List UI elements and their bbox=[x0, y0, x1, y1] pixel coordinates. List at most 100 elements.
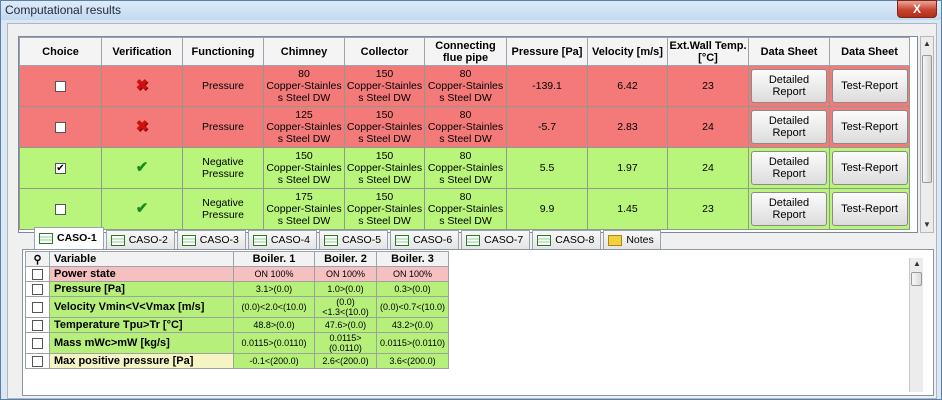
detailed-report-button[interactable]: Detailed Report bbox=[751, 151, 827, 185]
tab-label: CASO-1 bbox=[57, 232, 97, 244]
window-content: Choice Verification Functioning Chimney … bbox=[7, 23, 937, 399]
choice-checkbox[interactable]: ✔ bbox=[55, 162, 66, 174]
detailed-report-button[interactable]: Detailed Report bbox=[751, 69, 827, 103]
detailed-report-button[interactable]: Detailed Report bbox=[751, 192, 827, 226]
row-check-cell bbox=[25, 317, 50, 333]
test-cell: Test-Report bbox=[829, 147, 910, 189]
wall-temp-cell: 24 bbox=[667, 147, 749, 189]
header-wall-temp: Ext.Wall Temp. [°C] bbox=[667, 37, 749, 66]
test-report-button[interactable]: Test-Report bbox=[831, 110, 908, 144]
tab-label: CASO-3 bbox=[199, 233, 239, 246]
tab-caso-8[interactable]: CASO-8 bbox=[532, 230, 602, 249]
wall-temp-cell: 23 bbox=[667, 188, 749, 230]
list-icon bbox=[537, 234, 552, 246]
choice-cell: ✔ bbox=[19, 147, 102, 189]
header-choice: Choice bbox=[19, 37, 102, 66]
detail-row: Power state ON 100% ON 100% ON 100% bbox=[25, 266, 449, 282]
header-flue-pipe: Connecting flue pipe bbox=[424, 37, 507, 66]
header-boiler-3: Boiler. 3 bbox=[376, 251, 449, 267]
window-title: Computational results bbox=[5, 3, 122, 17]
fail-x-icon: ✖ bbox=[135, 117, 149, 135]
header-boiler-2: Boiler. 2 bbox=[314, 251, 377, 267]
list-icon bbox=[39, 233, 53, 244]
row-check-cell bbox=[25, 353, 50, 369]
result-row: ✖ Pressure 80 Copper-Stainles s Steel DW… bbox=[19, 65, 910, 107]
tab-label: CASO-4 bbox=[270, 233, 310, 246]
scroll-thumb[interactable] bbox=[911, 272, 922, 286]
functioning-cell: Pressure bbox=[182, 106, 264, 148]
scroll-up-icon[interactable]: ▲ bbox=[923, 39, 931, 48]
tab-notes[interactable]: Notes bbox=[603, 230, 661, 249]
detailed-report-button[interactable]: Detailed Report bbox=[751, 110, 827, 144]
detail-row: Pressure [Pa] 3.1>(0.0) 1.0>(0.0) 0.3>(0… bbox=[25, 281, 449, 297]
tab-caso-7[interactable]: CASO-7 bbox=[461, 230, 531, 249]
variable-cell: Mass mWc>mW [kg/s] bbox=[49, 332, 234, 354]
choice-cell bbox=[19, 188, 102, 230]
collector-cell: 150 Copper-Stainles s Steel DW bbox=[344, 106, 425, 148]
scroll-down-icon[interactable]: ▼ bbox=[923, 220, 931, 229]
list-icon bbox=[395, 234, 410, 246]
tab-caso-5[interactable]: CASO-5 bbox=[318, 230, 389, 249]
verification-cell: ✖ bbox=[101, 106, 183, 148]
close-button[interactable]: X bbox=[897, 0, 937, 18]
pass-check-icon: ✔ bbox=[135, 158, 149, 176]
row-checkbox[interactable] bbox=[32, 319, 43, 331]
collector-cell: 150 Copper-Stainles s Steel DW bbox=[344, 188, 425, 230]
velocity-cell: 1.97 bbox=[587, 147, 668, 189]
flue-pipe-cell: 80 Copper-Stainles s Steel DW bbox=[424, 65, 507, 107]
tab-label: CASO-5 bbox=[341, 233, 382, 246]
test-report-button[interactable]: Test-Report bbox=[831, 69, 908, 103]
row-checkbox[interactable] bbox=[32, 301, 43, 313]
tab-caso-1[interactable]: CASO-1 bbox=[34, 227, 104, 249]
tab-caso-6[interactable]: CASO-6 bbox=[390, 230, 460, 249]
pin-column-header[interactable]: ⚲ bbox=[25, 251, 50, 267]
row-checkbox[interactable] bbox=[32, 337, 43, 349]
boiler-1-cell: ON 100% bbox=[233, 266, 315, 282]
detail-row: Temperature Tpu>Tr [°C] 48.8>(0.0) 47.6>… bbox=[25, 317, 449, 333]
chimney-cell: 150 Copper-Stainles s Steel DW bbox=[263, 147, 345, 189]
header-data-sheet-2: Data Sheet bbox=[829, 37, 910, 66]
row-checkbox[interactable] bbox=[32, 268, 43, 280]
detail-cell: Detailed Report bbox=[748, 188, 830, 230]
detail-row: Mass mWc>mW [kg/s] 0.0115>(0.0110) 0.011… bbox=[25, 332, 449, 354]
test-report-button[interactable]: Test-Report bbox=[831, 151, 908, 185]
boiler-3-cell: 0.3>(0.0) bbox=[376, 281, 449, 297]
detail-cell: Detailed Report bbox=[748, 106, 830, 148]
scroll-up-icon[interactable]: ▲ bbox=[913, 259, 921, 268]
tab-label: CASO-6 bbox=[413, 233, 453, 246]
choice-cell bbox=[19, 65, 102, 107]
boiler-3-cell: (0.0)<0.7<(10.0) bbox=[376, 296, 449, 318]
results-scrollbar[interactable]: ▲ ▼ bbox=[920, 36, 934, 233]
header-collector: Collector bbox=[344, 37, 425, 66]
tab-caso-2[interactable]: CASO-2 bbox=[105, 230, 175, 249]
tab-caso-4[interactable]: CASO-4 bbox=[247, 230, 317, 249]
variable-cell: Max positive pressure [Pa] bbox=[49, 353, 234, 369]
choice-checkbox[interactable] bbox=[55, 121, 66, 133]
case-tabs: CASO-1 CASO-2 CASO-3 CASO-4 CASO-5 CASO-… bbox=[34, 227, 663, 249]
boiler-2-cell: 0.0115>(0.0110) bbox=[314, 332, 377, 354]
tab-caso-3[interactable]: CASO-3 bbox=[176, 230, 246, 249]
detail-scrollbar[interactable]: ▲ bbox=[909, 258, 923, 392]
list-icon bbox=[110, 234, 125, 246]
variable-cell: Pressure [Pa] bbox=[49, 281, 234, 297]
test-report-button[interactable]: Test-Report bbox=[831, 192, 908, 226]
row-check-cell bbox=[25, 332, 50, 354]
verification-cell: ✔ bbox=[101, 147, 183, 189]
variable-cell: Temperature Tpu>Tr [°C] bbox=[49, 317, 234, 333]
row-checkbox[interactable] bbox=[32, 355, 43, 367]
results-grid: Choice Verification Functioning Chimney … bbox=[18, 36, 918, 233]
boiler-1-cell: 0.0115>(0.0110) bbox=[233, 332, 315, 354]
choice-checkbox[interactable] bbox=[55, 203, 66, 215]
boiler-2-cell: 1.0>(0.0) bbox=[314, 281, 377, 297]
collector-cell: 150 Copper-Stainles s Steel DW bbox=[344, 65, 425, 107]
scroll-thumb[interactable] bbox=[922, 55, 932, 183]
variable-cell: Velocity Vmin<V<Vmax [m/s] bbox=[49, 296, 234, 318]
flue-pipe-cell: 80 Copper-Stainles s Steel DW bbox=[424, 188, 507, 230]
test-cell: Test-Report bbox=[829, 188, 910, 230]
choice-checkbox[interactable] bbox=[55, 80, 66, 92]
detail-row: Max positive pressure [Pa] -0.1<(200.0) … bbox=[25, 353, 449, 369]
row-checkbox[interactable] bbox=[32, 283, 43, 295]
boiler-3-cell: 3.6<(200.0) bbox=[376, 353, 449, 369]
list-icon bbox=[323, 234, 338, 246]
verification-cell: ✔ bbox=[101, 188, 183, 230]
